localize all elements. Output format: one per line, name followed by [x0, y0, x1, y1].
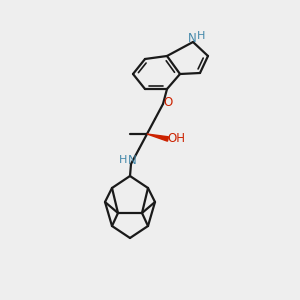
- Text: N: N: [188, 32, 196, 44]
- Text: H: H: [119, 155, 127, 165]
- Text: H: H: [197, 31, 205, 41]
- Polygon shape: [147, 134, 169, 141]
- Text: OH: OH: [167, 131, 185, 145]
- Text: O: O: [164, 97, 172, 110]
- Text: N: N: [128, 154, 136, 166]
